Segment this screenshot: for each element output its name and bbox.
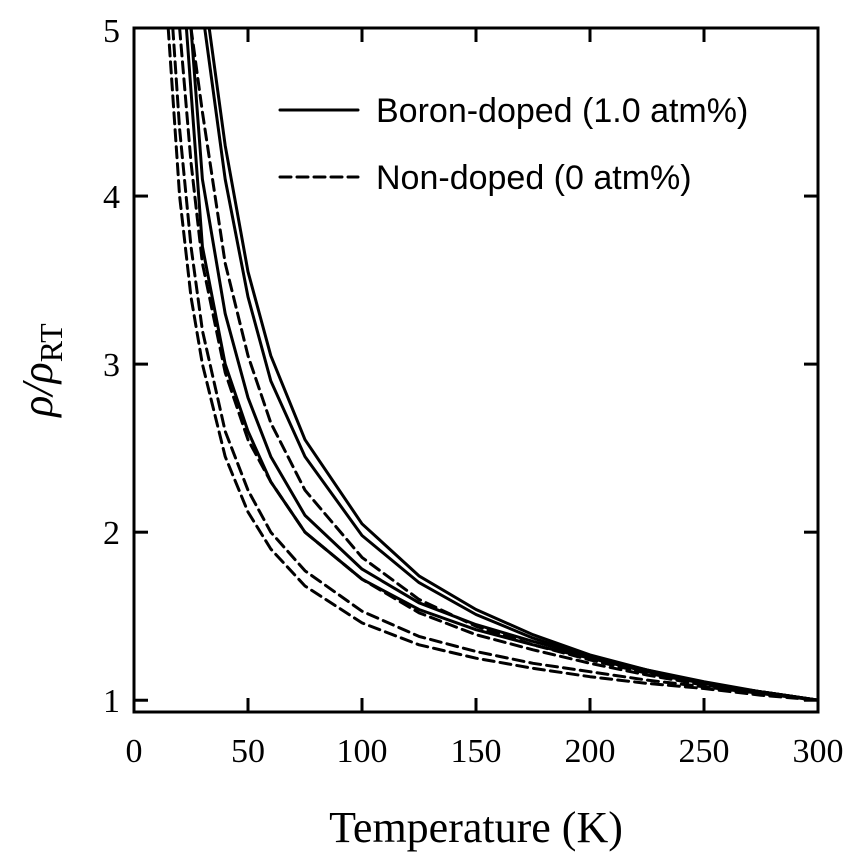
non-doped-curve-7 <box>171 28 818 702</box>
y-axis-title-subscript: RT <box>33 323 69 362</box>
x-tick-label-0: 0 <box>126 733 143 770</box>
x-axis-title: Temperature (K) <box>329 803 623 852</box>
x-tick-label-100: 100 <box>337 733 388 770</box>
boron-doped-curve-3 <box>189 28 818 702</box>
y-tick-label-4: 4 <box>103 179 120 216</box>
non-doped-curve-6 <box>178 28 818 702</box>
y-tick-label-5: 5 <box>103 13 120 50</box>
legend-label-boron-doped: Boron-doped (1.0 atm%) <box>376 92 748 130</box>
y-axis-title: ρ/ρRT <box>13 323 69 419</box>
y-axis-title-main: ρ/ρ <box>13 362 62 418</box>
data-series-group <box>166 28 818 702</box>
axis-ticks <box>132 26 820 712</box>
legend-label-non-doped: Non-doped (0 atm%) <box>376 159 692 197</box>
y-tick-label-1: 1 <box>103 683 120 720</box>
axis-tick-labels: 0 50 100 150 200 250 300 1 2 3 4 5 <box>103 13 844 770</box>
non-doped-curve-5 <box>189 28 818 702</box>
non-doped-curve-8 <box>166 28 818 702</box>
x-tick-label-50: 50 <box>231 733 265 770</box>
x-tick-label-200: 200 <box>565 733 616 770</box>
legend: Boron-doped (1.0 atm%) Non-doped (0 atm%… <box>278 92 748 197</box>
x-tick-label-300: 300 <box>793 733 844 770</box>
y-tick-label-2: 2 <box>103 515 120 552</box>
y-tick-label-3: 3 <box>103 347 120 384</box>
x-tick-label-250: 250 <box>679 733 730 770</box>
x-tick-label-150: 150 <box>451 733 502 770</box>
